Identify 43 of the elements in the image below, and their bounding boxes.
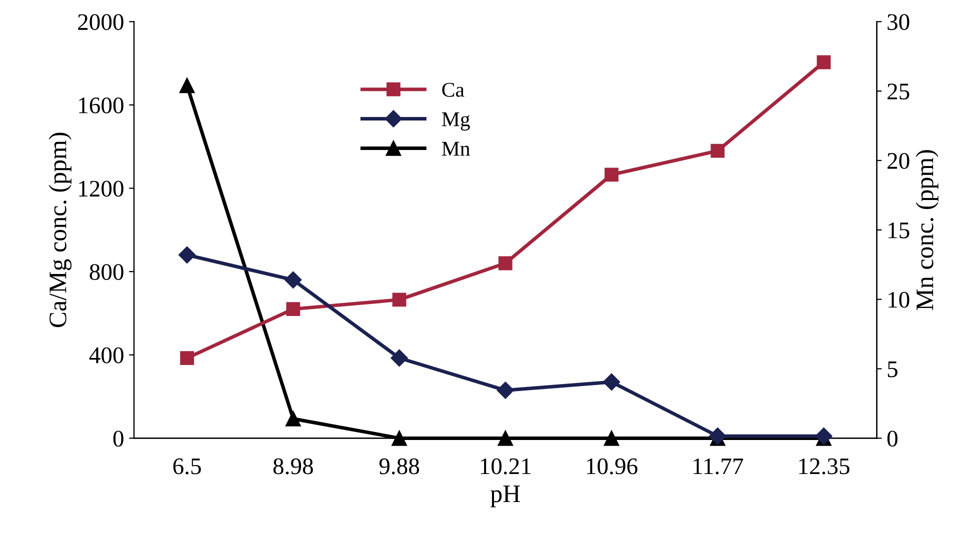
y2-tick-label: 5 <box>888 362 898 378</box>
y-tick-label: 400 <box>89 347 124 364</box>
y-tick-label: 1200 <box>79 180 124 197</box>
y-tick-label: 1600 <box>79 97 124 114</box>
point <box>180 351 194 365</box>
y-tick-label: 0 <box>113 430 124 447</box>
point <box>284 271 302 288</box>
y2-tick-label: 10 <box>888 292 910 308</box>
legend-label: Ca <box>442 82 464 97</box>
y-axis-title: Ca/Mg conc. (ppm) <box>48 132 72 328</box>
point <box>710 144 725 158</box>
x-tick-label: 6.5 <box>173 458 201 474</box>
legend-label: Mg <box>442 112 470 131</box>
y2-tick-label: 25 <box>888 84 910 100</box>
x-axis-title: pH <box>490 486 520 508</box>
y-tick-label: 800 <box>90 264 124 280</box>
point <box>604 430 620 446</box>
point <box>392 430 407 446</box>
y2-axis-title: Mn conc. (ppm) <box>916 150 938 310</box>
x-tick-label: 10.96 <box>587 458 638 474</box>
point <box>816 55 831 70</box>
y2-tick-label: 15 <box>888 222 910 238</box>
point <box>602 373 620 391</box>
y2-tick-label: 30 <box>888 14 910 30</box>
x-tick-label: 9.88 <box>379 458 420 474</box>
point <box>390 349 408 367</box>
y-tick-label: 2000 <box>78 14 124 30</box>
point <box>498 256 512 270</box>
point <box>286 302 300 316</box>
point <box>178 246 196 264</box>
y2-tick-label: 20 <box>888 152 910 169</box>
x-tick-label: 12.35 <box>799 458 850 474</box>
point <box>179 78 195 94</box>
x-tick-label: 10.21 <box>480 458 531 474</box>
y2-tick-label: 0 <box>887 430 898 447</box>
point <box>392 292 406 307</box>
point <box>496 382 514 399</box>
point <box>604 168 618 182</box>
x-tick-label: 8.98 <box>273 458 313 474</box>
point <box>286 411 301 426</box>
legend-label: Mn <box>442 142 470 156</box>
x-tick-label: 11.77 <box>694 458 744 474</box>
point <box>498 430 514 446</box>
